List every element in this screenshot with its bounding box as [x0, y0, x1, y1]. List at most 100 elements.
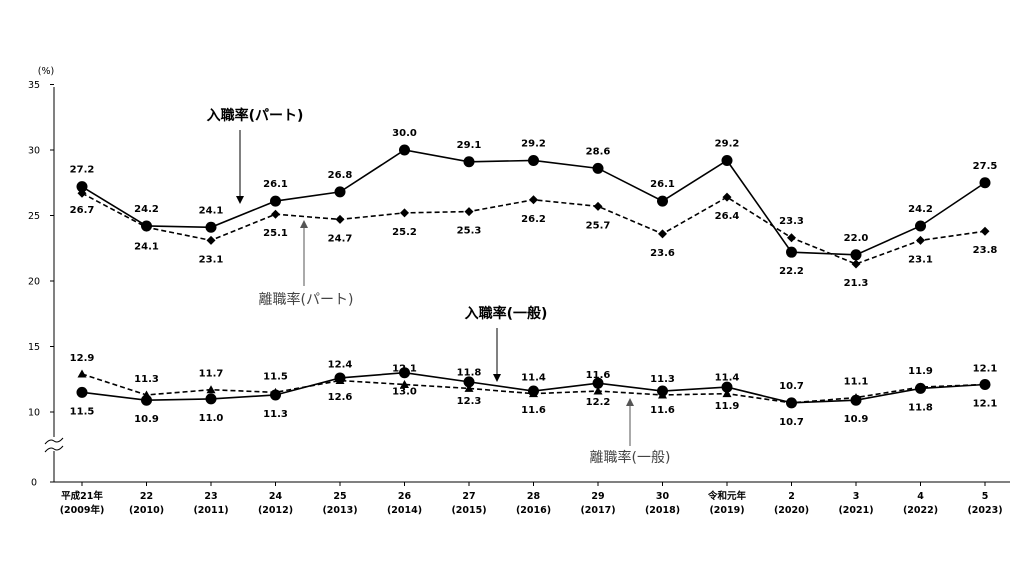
data-point: [592, 377, 604, 389]
data-label: 11.0: [199, 413, 224, 424]
y-tick-label: 35: [28, 80, 40, 91]
x-tick-label: 29: [591, 491, 604, 502]
data-point: [722, 192, 732, 202]
data-label: 28.6: [586, 146, 611, 157]
y-tick-label: 30: [28, 146, 40, 157]
data-label: 11.8: [457, 367, 482, 378]
data-label: 10.7: [779, 381, 804, 392]
data-point: [593, 386, 603, 395]
data-point: [205, 393, 217, 405]
x-tick-label: 27: [462, 491, 475, 502]
data-label: 10.9: [134, 414, 159, 425]
data-point: [658, 390, 667, 399]
data-point: [657, 195, 668, 207]
annotation-label: 入職率(パート): [207, 107, 304, 124]
annotation-arrowhead: [626, 398, 634, 406]
data-label: 24.1: [199, 205, 224, 216]
x-tick-label-year: (2017): [580, 505, 615, 516]
data-label: 23.6: [650, 248, 675, 259]
data-label: 11.3: [263, 409, 288, 420]
data-label: 22.2: [779, 266, 804, 277]
data-point: [77, 188, 87, 198]
data-label: 24.2: [908, 204, 933, 215]
annotation-arrowhead: [300, 220, 308, 228]
data-point: [142, 390, 151, 399]
data-label: 11.6: [521, 405, 546, 416]
data-label: 11.9: [715, 401, 740, 412]
data-point: [464, 383, 474, 392]
data-label: 11.3: [650, 374, 675, 385]
series-3: [77, 369, 990, 407]
data-point: [980, 379, 990, 388]
data-label: 22.0: [844, 233, 869, 244]
data-point: [980, 226, 990, 236]
data-label: 23.1: [908, 254, 933, 265]
data-point: [463, 376, 475, 388]
data-point: [851, 393, 861, 402]
annotation-label: 入職率(一般): [465, 305, 548, 322]
data-point: [206, 385, 216, 394]
x-tick-label: 4: [917, 491, 924, 502]
data-point: [721, 154, 733, 166]
data-point: [270, 195, 281, 207]
data-label: 12.1: [973, 363, 998, 374]
y-tick-label: 20: [28, 277, 40, 288]
x-tick-label-year: (2014): [387, 505, 422, 516]
series-layer: [76, 144, 991, 409]
data-point: [593, 201, 603, 211]
data-label: 29.2: [521, 138, 546, 149]
x-tick-label: 26: [398, 491, 412, 502]
data-point: [916, 235, 925, 245]
data-point: [399, 144, 410, 156]
data-label: 12.4: [328, 360, 353, 371]
x-tick-label-year: (2009年): [60, 504, 105, 516]
data-point: [76, 181, 88, 193]
data-label: 12.1: [392, 363, 417, 374]
data-point: [787, 398, 796, 407]
data-label: 23.8: [973, 245, 998, 256]
x-tick-label-year: (2015): [451, 505, 486, 516]
data-point: [142, 222, 151, 232]
x-tick-label-year: (2011): [193, 505, 228, 516]
y-tick-label: 15: [28, 342, 40, 353]
y-tick-label: 0: [31, 478, 37, 489]
data-label: 11.1: [844, 377, 869, 388]
data-label: 11.6: [586, 370, 611, 381]
y-tick-label: 10: [28, 408, 40, 419]
data-point: [400, 208, 409, 218]
x-tick-label-year: (2023): [967, 505, 1002, 516]
data-point: [916, 382, 925, 391]
x-tick-label-year: (2018): [645, 505, 680, 516]
data-point: [786, 246, 797, 258]
data-label: 11.7: [199, 369, 224, 380]
data-label: 25.1: [263, 228, 288, 239]
data-label: 26.8: [328, 170, 353, 181]
x-tick-label-year: (2016): [516, 505, 551, 516]
x-tick-label: 平成21年: [61, 490, 103, 502]
data-label: 26.4: [715, 211, 740, 222]
x-tick-label: 25: [333, 491, 346, 502]
x-tick-label: 24: [269, 491, 283, 502]
data-label: 24.1: [134, 241, 159, 252]
data-point: [528, 154, 539, 166]
y-unit-label: (%): [38, 66, 54, 77]
annotations: 入職率(パート) 離職率(パート) 入職率(一般) 離職率(一般): [207, 107, 671, 466]
x-tick-label: 28: [527, 491, 541, 502]
data-label: 12.9: [70, 353, 95, 364]
data-point: [850, 249, 862, 261]
data-label: 29.2: [715, 138, 740, 149]
data-label: 30.0: [392, 128, 417, 139]
data-label: 11.3: [134, 374, 159, 385]
axis-break-mark: [44, 445, 64, 453]
data-label: 12.3: [457, 396, 482, 407]
axis-break-mark: [44, 437, 64, 445]
data-point: [787, 233, 796, 243]
data-point: [658, 229, 667, 239]
data-point: [206, 235, 216, 245]
data-label: 13.0: [392, 387, 417, 398]
data-label: 26.1: [263, 179, 288, 190]
x-tick-label-year: (2019): [709, 505, 744, 516]
data-label: 26.2: [521, 214, 546, 225]
data-label: 25.3: [457, 226, 482, 237]
